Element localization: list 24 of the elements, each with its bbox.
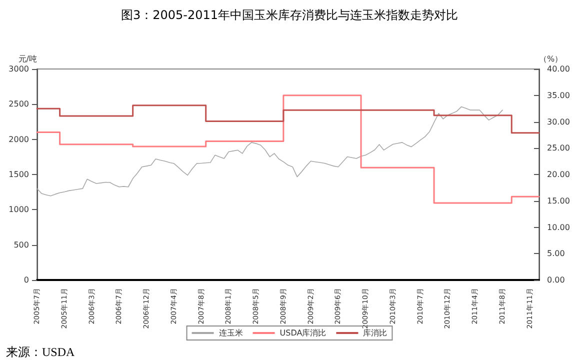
y2-tick-label: 0.00 xyxy=(547,276,565,284)
y-axis-title: 元/吨 xyxy=(18,54,37,64)
legend-label: 连玉米 xyxy=(218,328,243,338)
y-tick-label: 500 xyxy=(14,240,29,250)
y2-tick-label: 40.00 xyxy=(547,64,570,74)
source-note: 来源：USDA xyxy=(6,345,76,359)
y2-tick-label: 10.00 xyxy=(547,222,570,232)
legend-label: USDA库消比 xyxy=(280,328,326,338)
legend-label: 库消比 xyxy=(363,328,388,338)
y2-tick-label: 30.00 xyxy=(547,117,570,126)
y-tick-label: 2000 xyxy=(8,134,29,144)
y-tick-label: 1000 xyxy=(8,205,29,214)
y-tick-label: 3000 xyxy=(8,64,29,74)
chart-title: 图3：2005-2011年中国玉米库存消费比与连玉米指数走势对比 xyxy=(120,8,458,22)
line-series xyxy=(36,106,503,196)
y2-tick-label: 35.00 xyxy=(547,90,570,100)
y-tick-label: 2500 xyxy=(8,100,29,109)
y2-tick-label: 25.00 xyxy=(547,144,570,153)
y2-tick-label: 15.00 xyxy=(547,196,570,206)
y2-tick-label: 20.00 xyxy=(547,170,570,179)
y2-axis-title: （%） xyxy=(539,54,563,64)
y-tick-label: 0 xyxy=(24,276,29,284)
y2-tick-label: 5.00 xyxy=(547,249,565,258)
y-tick-label: 1500 xyxy=(8,170,29,179)
